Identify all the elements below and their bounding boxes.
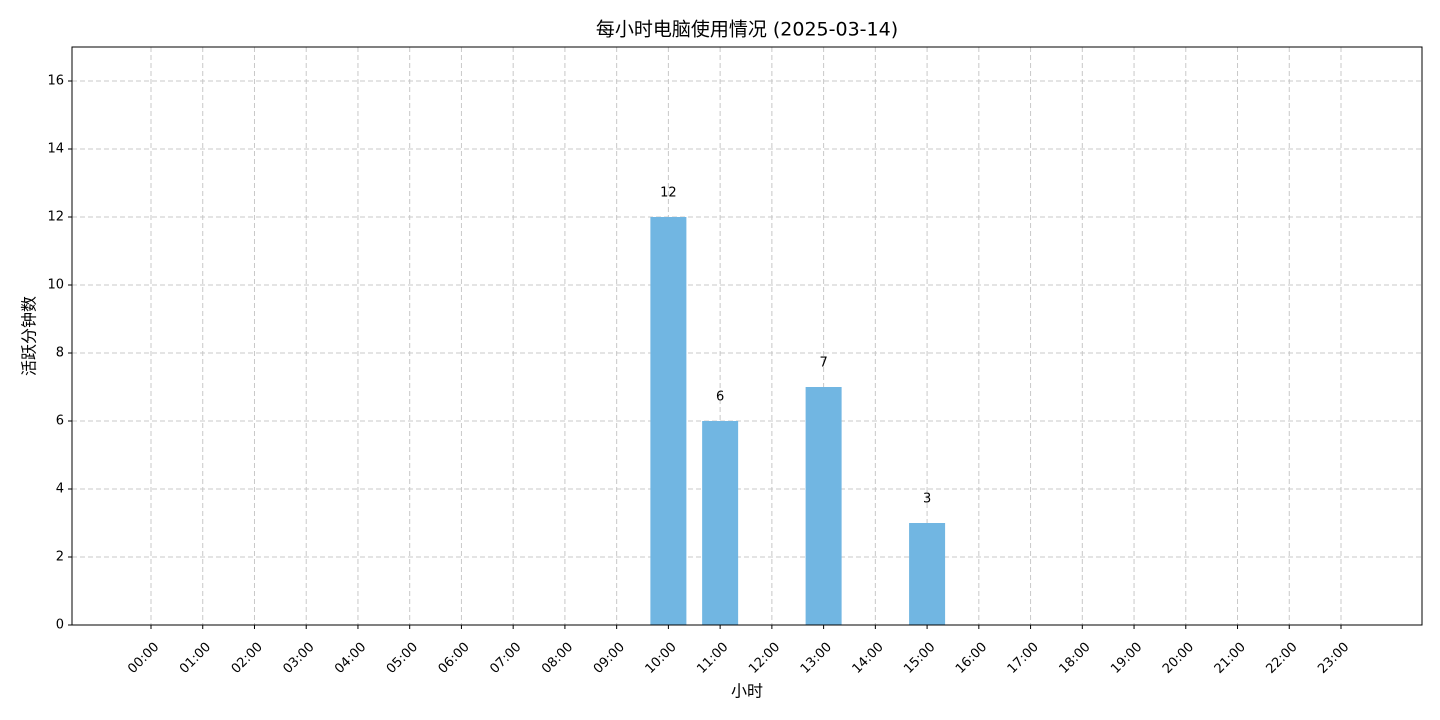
data-label: 7 [819, 356, 827, 371]
y-tick-label: 10 [47, 278, 64, 293]
x-tick-label: 07:00 [487, 640, 524, 677]
x-tick-label: 10:00 [643, 640, 680, 677]
x-tick-label: 01:00 [177, 640, 214, 677]
x-tick-label: 13:00 [798, 640, 835, 677]
y-tick-label: 0 [56, 618, 64, 633]
x-tick-label: 11:00 [694, 640, 731, 677]
x-tick-label: 18:00 [1057, 640, 1094, 677]
x-tick-label: 21:00 [1212, 640, 1249, 677]
bar [702, 421, 739, 625]
x-tick-label: 06:00 [436, 640, 473, 677]
x-tick-label: 03:00 [280, 640, 317, 677]
x-tick-label: 20:00 [1160, 640, 1197, 677]
data-label: 6 [716, 390, 724, 405]
data-label: 3 [923, 492, 931, 507]
x-tick-label: 02:00 [229, 640, 266, 677]
x-tick-label: 15:00 [901, 640, 938, 677]
x-axis-label: 小时 [731, 682, 763, 701]
y-tick-label: 6 [56, 414, 64, 429]
bar [650, 217, 687, 625]
data-label: 12 [660, 186, 677, 201]
x-tick-label: 23:00 [1315, 640, 1352, 677]
x-tick-label: 19:00 [1108, 640, 1145, 677]
y-tick-label: 8 [56, 346, 64, 361]
x-tick-label: 22:00 [1263, 640, 1300, 677]
x-tick-label: 16:00 [953, 640, 990, 677]
x-tick-label: 04:00 [332, 640, 369, 677]
y-tick-label: 2 [56, 550, 64, 565]
x-tick-label: 09:00 [591, 640, 628, 677]
x-tick-label: 17:00 [1005, 640, 1042, 677]
x-tick-label: 12:00 [746, 640, 783, 677]
y-tick-label: 12 [47, 210, 64, 225]
y-tick-label: 16 [47, 74, 64, 89]
plot-frame [71, 46, 1423, 626]
x-tick-label: 00:00 [125, 640, 162, 677]
y-tick-label: 14 [47, 142, 64, 157]
bar [805, 387, 842, 625]
y-tick-label: 4 [56, 482, 64, 497]
x-tick-label: 14:00 [850, 640, 887, 677]
bar [909, 523, 946, 625]
x-tick-label: 08:00 [539, 640, 576, 677]
chart-title: 每小时电脑使用情况 (2025-03-14) [596, 19, 898, 41]
x-tick-label: 05:00 [384, 640, 421, 677]
y-axis-label: 活跃分钟数 [20, 296, 39, 376]
